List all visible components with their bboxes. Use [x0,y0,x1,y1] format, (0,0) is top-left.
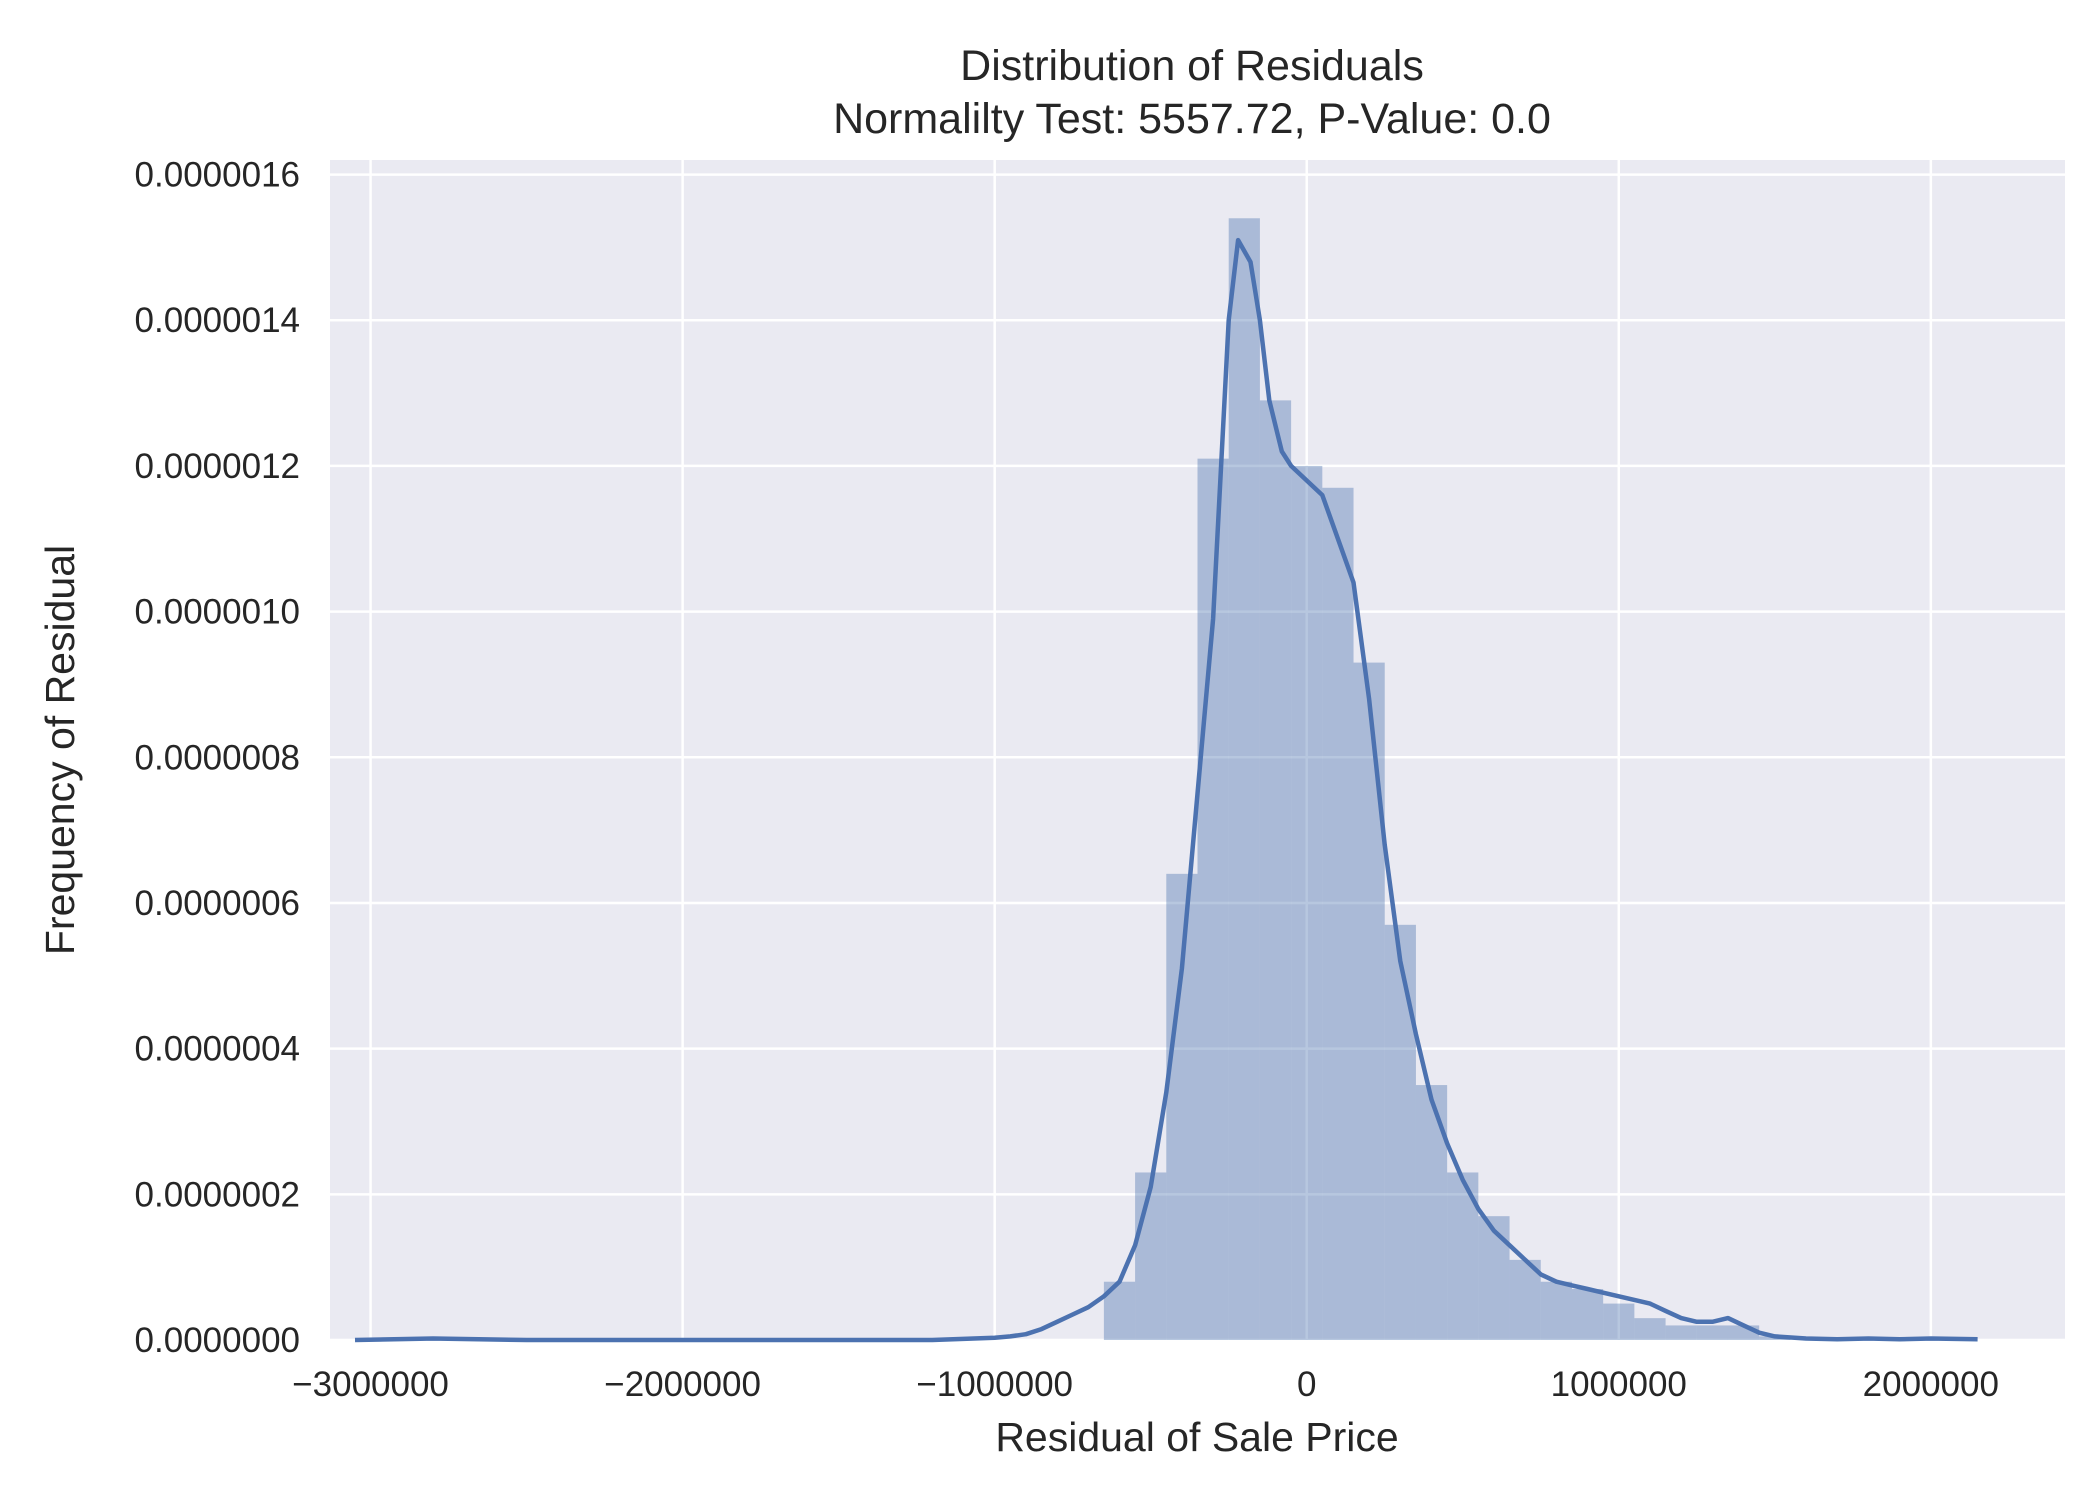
histogram-bar [1478,1216,1510,1340]
chart-title: Distribution of Residuals [960,42,1424,90]
histogram-bar [1415,1085,1448,1340]
histogram-bar [1540,1281,1572,1340]
plot-background [330,160,2065,1340]
y-tick-label: 0.0000004 [135,1030,300,1069]
histogram-bar [1634,1318,1666,1340]
x-tick-labels: −3000000 −2000000 −1000000 0 1000000 2000000 [292,1365,1999,1404]
histogram-bars [1103,218,1791,1341]
histogram-bar [1353,662,1385,1340]
kde-curve [354,237,1978,1343]
histogram-bar [1384,924,1416,1340]
y-tick-label: 0.0000006 [135,884,300,923]
grid-lines [330,160,2065,1342]
histogram-bar [1135,1172,1167,1340]
y-tick-label: 0.0000012 [135,447,300,486]
histogram-bar [1509,1259,1541,1340]
y-tick-label: 0.0000008 [135,738,300,777]
x-tick-label: 0 [1297,1365,1316,1404]
x-tick-label: 2000000 [1863,1365,1999,1404]
x-tick-label: −2000000 [604,1365,761,1404]
y-axis-label: Frequency of Residual [37,545,83,955]
x-tick-label: −3000000 [292,1365,449,1404]
y-tick-label: 0.0000000 [135,1321,300,1360]
histogram-bar [1665,1325,1697,1340]
histogram-bar [1322,487,1354,1340]
histogram-bar [1603,1303,1635,1340]
y-tick-label: 0.0000014 [135,301,300,340]
x-axis-label: Residual of Sale Price [995,1414,1398,1460]
y-tick-labels: 0.0000000 0.0000002 0.0000004 0.0000006 0.00… [135,156,300,1360]
histogram-bar [1291,465,1323,1341]
chart-subtitle: Normalilty Test: 5557.72, P-Value: 0.0 [833,95,1551,143]
x-tick-label: 1000000 [1551,1365,1687,1404]
histogram-bar [1259,400,1292,1340]
x-tick-label: −1000000 [916,1365,1073,1404]
histogram-bar [1228,218,1260,1340]
y-tick-label: 0.0000002 [135,1175,300,1214]
y-tick-label: 0.0000010 [135,593,300,632]
histogram-bar [1571,1289,1604,1340]
y-tick-label: 0.0000016 [135,156,300,195]
histogram-bar [1696,1325,1728,1340]
